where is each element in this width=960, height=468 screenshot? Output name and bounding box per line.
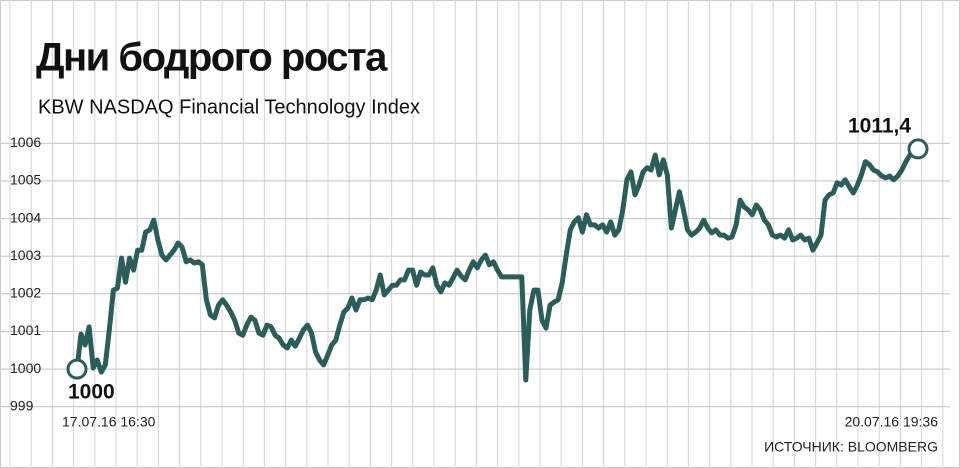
y-tick-label: 1002 [10, 285, 41, 301]
end-point [66, 358, 88, 380]
x-label-start: 17.07.16 16:30 [62, 414, 156, 430]
chart-subtitle: KBW NASDAQ Financial Technology Index [38, 96, 420, 118]
end-annotation: 1011,4 [848, 114, 911, 137]
x-label-end: 20.07.16 19:36 [845, 414, 939, 430]
plot: 999 1000 1001 1002 1003 1004 1005 1006 1000 1011,… [0, 114, 950, 413]
source: ИСТОЧНИК: BLOOMBERG [764, 439, 938, 455]
y-tick-label: 1005 [10, 172, 41, 188]
line [74, 146, 921, 383]
chart-title: Дни бодрого роста [36, 36, 388, 80]
y-tick-label: 1006 [10, 134, 41, 150]
y-tick-label: 1003 [10, 247, 41, 263]
y-tick-label: 1001 [10, 322, 41, 338]
end-point [907, 138, 929, 160]
y-tick-label: 999 [10, 397, 34, 413]
y-tick-label: 1000 [10, 360, 41, 376]
y-tick-label: 1004 [10, 209, 41, 225]
start-annotation: 1000 [68, 381, 115, 404]
